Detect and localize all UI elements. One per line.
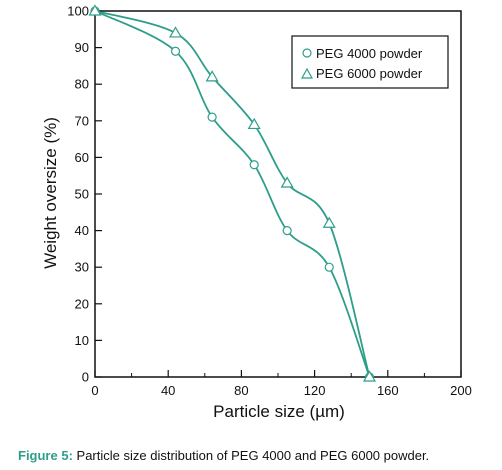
data-point-circle [282, 226, 292, 236]
y-tick-label: 20 [75, 296, 89, 311]
caption-label: Figure 5: [18, 448, 73, 463]
x-tick-label: 160 [377, 383, 399, 398]
data-point-circle [170, 46, 181, 56]
y-tick-label: 100 [67, 4, 89, 19]
y-tick-label: 10 [75, 333, 89, 348]
data-point-triangle [205, 70, 219, 82]
y-tick-label: 90 [75, 40, 89, 55]
y-tick-label: 80 [75, 77, 89, 92]
y-tick-label: 50 [75, 187, 89, 202]
data-point-triangle [322, 216, 336, 228]
y-tick-label: 70 [75, 113, 89, 128]
data-point-triangle [168, 26, 183, 38]
x-tick-label: 40 [161, 383, 175, 398]
legend-entry-peg6000: PEG 6000 powder [316, 66, 423, 81]
x-axis-label: Particle size (µm) [213, 402, 345, 421]
legend: PEG 4000 powder PEG 6000 powder [291, 35, 449, 89]
y-tick-label: 40 [75, 223, 89, 238]
x-tick-label: 200 [450, 383, 472, 398]
data-point-circle [207, 112, 217, 122]
x-tick-label: 0 [91, 383, 98, 398]
caption-text: Particle size distribution of PEG 4000 a… [72, 448, 430, 463]
data-point-triangle [88, 4, 102, 16]
y-tick-label: 60 [75, 150, 89, 165]
data-markers [88, 4, 377, 382]
x-tick-label: 120 [304, 383, 326, 398]
data-point-triangle [280, 176, 294, 188]
data-point-triangle [362, 370, 377, 382]
data-point-circle [324, 262, 334, 272]
legend-circle-marker-icon [302, 48, 312, 58]
legend-entry-peg4000: PEG 4000 powder [316, 46, 423, 61]
legend-triangle-marker-icon [300, 67, 314, 79]
data-point-triangle [247, 117, 261, 130]
y-axis-label: Weight oversize (%) [41, 117, 60, 269]
axes: 0 40 80 120 160 200 0 10 20 30 40 50 60 70 80 90 100 [67, 4, 472, 399]
legend-box [291, 35, 449, 89]
x-tick-label: 80 [234, 383, 248, 398]
y-tick-label: 0 [82, 370, 89, 385]
chart: 0 40 80 120 160 200 0 10 20 30 40 50 60 70 80 90 100 Par… [41, 4, 472, 422]
data-point-circle [249, 160, 259, 170]
y-tick-label: 30 [75, 260, 89, 275]
figure-caption: Figure 5: Particle size distribution of … [18, 448, 429, 463]
